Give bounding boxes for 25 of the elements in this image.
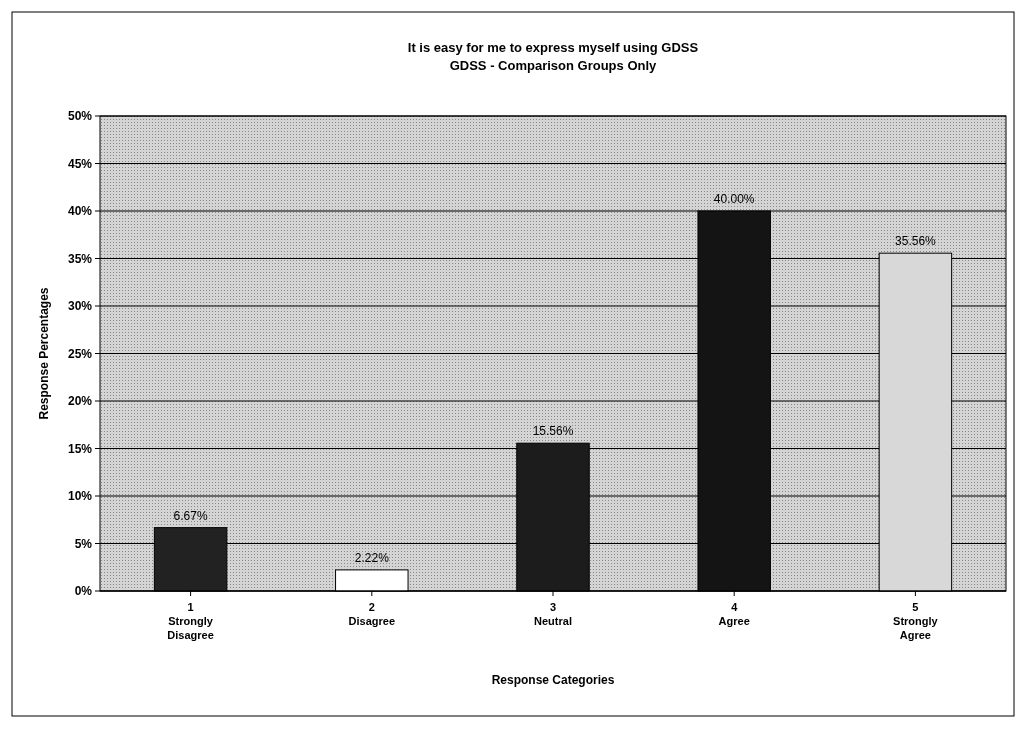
y-tick-label: 40% (67, 204, 93, 218)
x-axis-title: Response Categories (491, 673, 615, 687)
y-tick-label: 30% (67, 299, 93, 313)
y-tick-label: 20% (67, 394, 93, 408)
x-tick-label: 1 Strongly Disagree (167, 601, 214, 641)
chart-subtitle: GDSS - Comparison Groups Only (449, 58, 658, 73)
y-tick-label: 15% (67, 441, 93, 456)
y-tick-label: 35% (67, 251, 93, 266)
y-tick-label: 5% (74, 536, 93, 551)
y-tick-label: 10% (67, 489, 93, 503)
data-label: 40.00% (713, 192, 755, 206)
y-tick-label: 0% (74, 584, 93, 598)
x-tick-label: 2 Disagree (348, 601, 396, 627)
data-label: 35.56% (895, 234, 937, 249)
y-tick-label: 45% (67, 156, 93, 171)
y-tick-label: 25% (67, 346, 93, 361)
y-tick-label: 50% (67, 109, 93, 123)
x-tick-label: 3 Neutral (534, 601, 572, 627)
chart-title: It is easy for me to express myself using GDSS (407, 40, 699, 55)
data-label: 2.22% (354, 550, 390, 565)
data-label: 6.67% (173, 508, 208, 523)
data-label: 15.56% (532, 424, 574, 439)
x-tick-label: 4 Agree (718, 601, 750, 627)
y-axis-title: Response Percentages (37, 287, 51, 420)
x-tick-label: 5 Strongly Agree (893, 601, 939, 641)
